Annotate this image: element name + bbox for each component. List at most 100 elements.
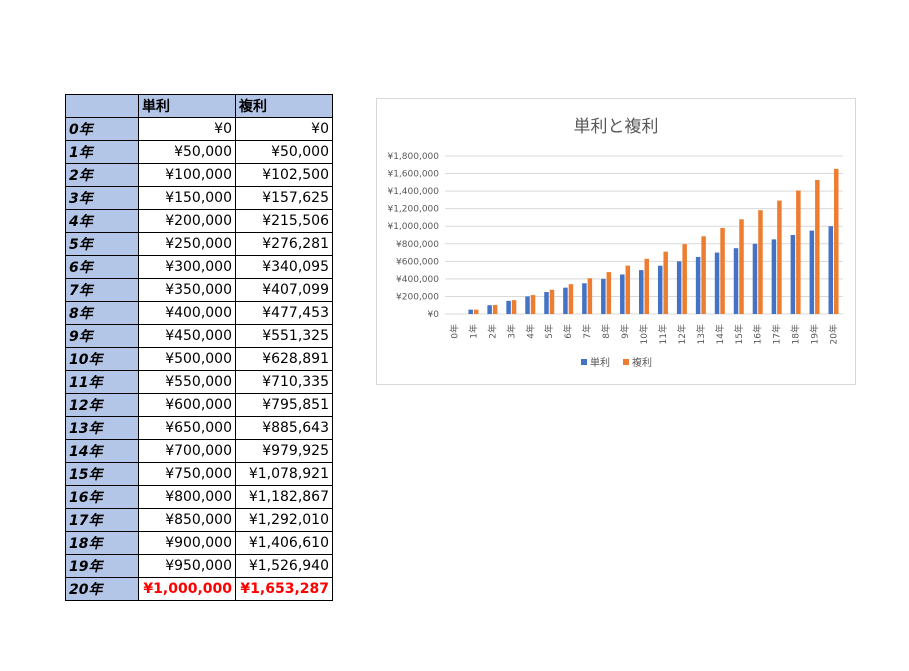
compound-interest-cell[interactable]: ¥979,925 [235, 439, 333, 463]
simple-interest-cell[interactable]: ¥750,000 [138, 462, 236, 486]
header-cell-simple[interactable]: 単利 [138, 94, 236, 118]
simple-interest-cell[interactable]: ¥900,000 [138, 531, 236, 555]
interest-table: 単利 複利 0年 ¥0 ¥0 1年 ¥50,000 ¥50,000 2年 ¥100,000 ¥1… [65, 94, 333, 601]
compound-interest-cell[interactable]: ¥1,292,010 [235, 508, 333, 532]
chart-area[interactable]: 単利と複利 ¥0 ¥200,000 ¥400,000 ¥600,000 ¥800,000… [376, 98, 856, 385]
table-row: 12年 ¥600,000 ¥795,851 [65, 393, 333, 417]
bar-simple-interest [544, 292, 549, 314]
simple-interest-cell[interactable]: ¥600,000 [138, 393, 236, 417]
year-cell[interactable]: 6年 [65, 255, 139, 279]
year-cell[interactable]: 1年 [65, 140, 139, 164]
bar-simple-interest [582, 283, 587, 314]
compound-interest-cell[interactable]: ¥407,099 [235, 278, 333, 302]
x-tick-label: 7年 [581, 324, 593, 339]
year-cell[interactable]: 5年 [65, 232, 139, 256]
year-cell[interactable]: 16年 [65, 485, 139, 509]
x-tick-label: 3年 [505, 324, 517, 339]
y-tick-label: ¥800,000 [396, 240, 439, 250]
bar-compound-interest [568, 284, 574, 314]
year-cell[interactable]: 0年 [65, 117, 139, 141]
header-cell-compound[interactable]: 複利 [235, 94, 333, 118]
compound-interest-cell[interactable]: ¥885,643 [235, 416, 333, 440]
compound-interest-cell[interactable]: ¥1,526,940 [235, 554, 333, 578]
simple-interest-cell[interactable]: ¥700,000 [138, 439, 236, 463]
year-cell[interactable]: 19年 [65, 554, 139, 578]
simple-interest-cell[interactable]: ¥500,000 [138, 347, 236, 371]
simple-interest-cell[interactable]: ¥550,000 [138, 370, 236, 394]
year-cell[interactable]: 3年 [65, 186, 139, 210]
x-tick-label: 2年 [486, 324, 498, 339]
table-row: 6年 ¥300,000 ¥340,095 [65, 255, 333, 279]
table-row: 18年 ¥900,000 ¥1,406,610 [65, 531, 333, 555]
simple-interest-cell[interactable]: ¥850,000 [138, 508, 236, 532]
simple-interest-cell[interactable]: ¥150,000 [138, 186, 236, 210]
x-tick-label: 13年 [695, 324, 707, 344]
year-cell[interactable]: 8年 [65, 301, 139, 325]
year-cell[interactable]: 18年 [65, 531, 139, 555]
compound-interest-cell[interactable]: ¥1,406,610 [235, 531, 333, 555]
year-cell[interactable]: 2年 [65, 163, 139, 187]
bar-simple-interest [771, 239, 777, 314]
year-cell[interactable]: 10年 [65, 347, 139, 371]
simple-interest-cell[interactable]: ¥350,000 [138, 278, 236, 302]
year-cell[interactable]: 13年 [65, 416, 139, 440]
bar-simple-interest [468, 309, 473, 314]
bar-simple-interest [809, 230, 815, 314]
x-tick-label: 1年 [467, 324, 479, 339]
simple-interest-cell[interactable]: ¥450,000 [138, 324, 236, 348]
x-tick-label: 5年 [543, 324, 555, 339]
compound-interest-cell[interactable]: ¥276,281 [235, 232, 333, 256]
simple-interest-cell[interactable]: ¥400,000 [138, 301, 236, 325]
table-row: 4年 ¥200,000 ¥215,506 [65, 209, 333, 233]
compound-interest-cell[interactable]: ¥215,506 [235, 209, 333, 233]
table-row: 9年 ¥450,000 ¥551,325 [65, 324, 333, 348]
simple-interest-cell[interactable]: ¥650,000 [138, 416, 236, 440]
table-row: 7年 ¥350,000 ¥407,099 [65, 278, 333, 302]
year-cell[interactable]: 20年 [65, 577, 139, 601]
compound-interest-cell[interactable]: ¥1,078,921 [235, 462, 333, 486]
year-cell[interactable]: 15年 [65, 462, 139, 486]
simple-interest-cell[interactable]: ¥800,000 [138, 485, 236, 509]
simple-interest-cell[interactable]: ¥50,000 [138, 140, 236, 164]
compound-interest-cell[interactable]: ¥551,325 [235, 324, 333, 348]
compound-interest-cell[interactable]: ¥102,500 [235, 163, 333, 187]
year-cell[interactable]: 12年 [65, 393, 139, 417]
year-cell[interactable]: 17年 [65, 508, 139, 532]
header-cell-corner[interactable] [65, 94, 139, 118]
year-cell[interactable]: 7年 [65, 278, 139, 302]
simple-interest-cell[interactable]: ¥300,000 [138, 255, 236, 279]
simple-interest-cell[interactable]: ¥0 [138, 117, 236, 141]
bar-simple-interest [487, 305, 492, 314]
year-cell[interactable]: 11年 [65, 370, 139, 394]
compound-interest-cell[interactable]: ¥628,891 [235, 347, 333, 371]
compound-interest-cell[interactable]: ¥157,625 [235, 186, 333, 210]
x-tick-label: 15年 [733, 324, 745, 344]
simple-interest-cell[interactable]: ¥250,000 [138, 232, 236, 256]
compound-interest-cell[interactable]: ¥340,095 [235, 255, 333, 279]
simple-interest-cell[interactable]: ¥100,000 [138, 163, 236, 187]
x-tick-label: 14年 [714, 324, 726, 344]
x-tick-label: 16年 [752, 324, 764, 344]
year-cell[interactable]: 9年 [65, 324, 139, 348]
compound-interest-cell[interactable]: ¥1,653,287 [235, 577, 333, 601]
table-row: 2年 ¥100,000 ¥102,500 [65, 163, 333, 187]
table-row: 5年 ¥250,000 ¥276,281 [65, 232, 333, 256]
compound-interest-cell[interactable]: ¥795,851 [235, 393, 333, 417]
y-tick-label: ¥1,200,000 [387, 205, 439, 215]
legend-swatch-simple [581, 359, 587, 365]
compound-interest-cell[interactable]: ¥0 [235, 117, 333, 141]
compound-interest-cell[interactable]: ¥50,000 [235, 140, 333, 164]
compound-interest-cell[interactable]: ¥1,182,867 [235, 485, 333, 509]
simple-interest-cell[interactable]: ¥1,000,000 [138, 577, 236, 601]
year-cell[interactable]: 4年 [65, 209, 139, 233]
bar-simple-interest [714, 252, 720, 314]
x-tick-label: 17年 [771, 324, 783, 344]
compound-interest-cell[interactable]: ¥710,335 [235, 370, 333, 394]
y-tick-label: ¥1,800,000 [387, 152, 439, 162]
compound-interest-cell[interactable]: ¥477,453 [235, 301, 333, 325]
year-cell[interactable]: 14年 [65, 439, 139, 463]
simple-interest-cell[interactable]: ¥950,000 [138, 554, 236, 578]
bar-simple-interest [620, 274, 625, 314]
bar-compound-interest [834, 168, 839, 314]
simple-interest-cell[interactable]: ¥200,000 [138, 209, 236, 233]
